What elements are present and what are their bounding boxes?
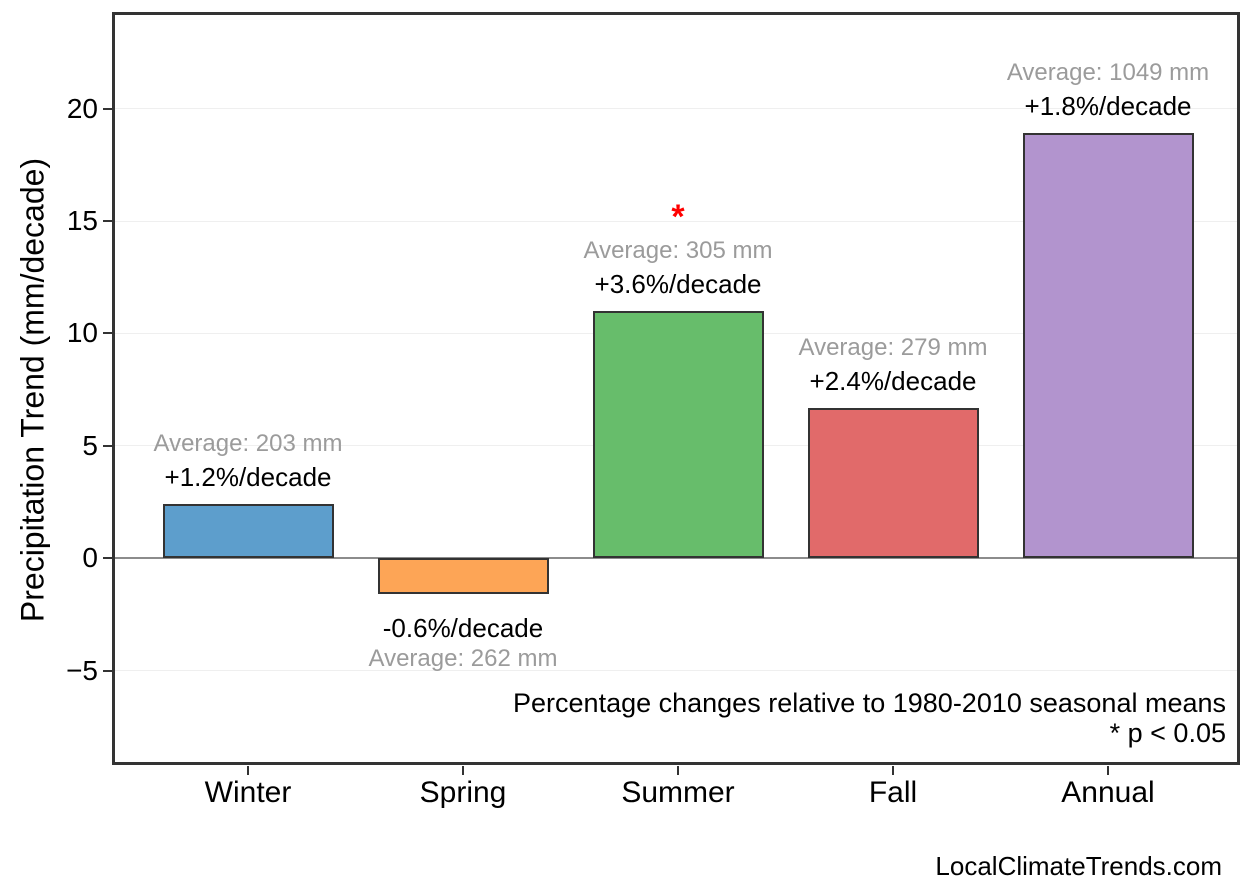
y-tick-label--5: −5 [66, 654, 98, 686]
gridline [112, 220, 1240, 222]
avg-label-spring: Average: 262 mm [368, 645, 558, 673]
watermark: LocalClimateTrends.com [935, 851, 1222, 881]
x-tick-label-winter: Winter [204, 776, 292, 809]
bar-summer [592, 310, 764, 559]
y-tick [103, 107, 112, 110]
pct-label-summer: +3.6%/decade [594, 268, 762, 299]
bar-fall [807, 407, 979, 559]
x-tick-summer [677, 766, 679, 775]
avg-label-winter: Average: 203 mm [153, 430, 343, 458]
y-tick-label-10: 10 [66, 317, 98, 349]
pct-label-fall: +2.4%/decade [809, 365, 977, 396]
gridline [112, 108, 1240, 110]
y-tick-label-5: 5 [82, 429, 98, 461]
y-tick-label-15: 15 [66, 205, 98, 237]
avg-label-fall: Average: 279 mm [798, 333, 988, 361]
significance-asterisk-summer: * [671, 197, 685, 236]
bar-winter [162, 504, 334, 559]
zero-line [112, 557, 1240, 560]
x-tick-label-spring: Spring [419, 776, 507, 809]
bar-annual [1022, 133, 1194, 559]
x-tick-label-summer: Summer [621, 776, 735, 809]
y-tick [103, 669, 112, 672]
y-tick-label-20: 20 [66, 92, 98, 124]
note-relative-means: Percentage changes relative to 1980-2010… [513, 688, 1226, 718]
y-tick-label-0: 0 [82, 542, 98, 574]
x-tick-winter [247, 766, 249, 775]
x-tick-spring [462, 766, 464, 775]
y-tick [103, 557, 112, 560]
y-tick [103, 220, 112, 223]
pct-label-spring: -0.6%/decade [382, 613, 544, 644]
gridline [112, 670, 1240, 672]
y-tick [103, 444, 112, 447]
pct-label-winter: +1.2%/decade [164, 462, 332, 493]
x-tick-label-fall: Fall [868, 776, 918, 809]
pct-label-annual: +1.8%/decade [1024, 91, 1192, 122]
x-tick-fall [892, 766, 894, 775]
note-significance: * p < 0.05 [1109, 718, 1226, 748]
x-tick-annual [1107, 766, 1109, 775]
avg-label-summer: Average: 305 mm [583, 236, 773, 264]
y-tick [103, 332, 112, 335]
plot-annotations: Percentage changes relative to 1980-2010… [513, 688, 1226, 748]
avg-label-annual: Average: 1049 mm [1006, 59, 1210, 87]
x-tick-label-annual: Annual [1061, 776, 1155, 809]
bar-spring [377, 558, 549, 595]
plot-area: Percentage changes relative to 1980-2010… [112, 12, 1240, 765]
